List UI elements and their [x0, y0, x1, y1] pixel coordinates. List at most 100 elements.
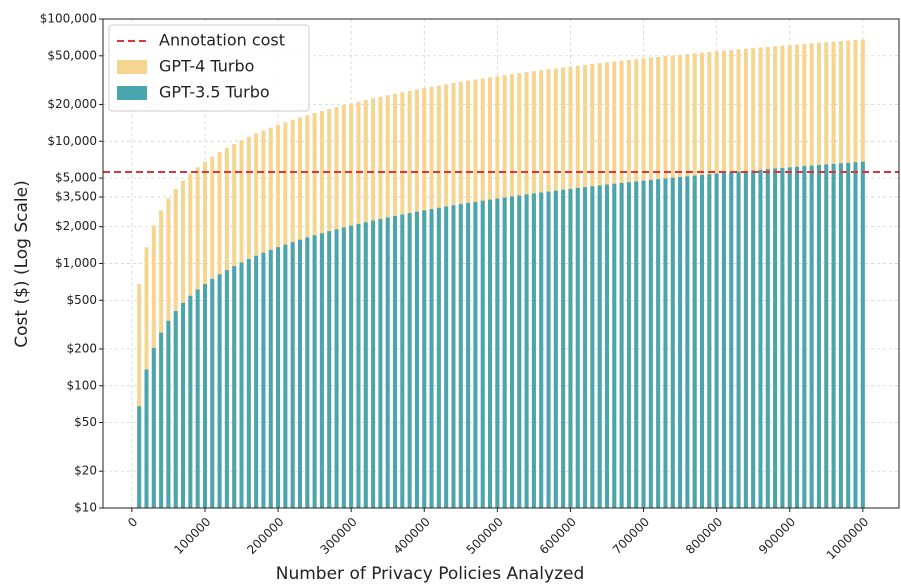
y-tick-label: $50,000	[47, 48, 97, 62]
bar	[853, 162, 858, 508]
bar	[846, 162, 851, 508]
y-tick-label: $10	[74, 501, 97, 515]
x-tick-label: 800000	[683, 515, 725, 557]
bar	[583, 187, 588, 508]
bar	[151, 347, 156, 508]
bar	[729, 172, 734, 509]
y-axis-title: Cost ($) (Log Scale)	[12, 180, 32, 347]
legend-label: GPT-4 Turbo	[159, 57, 254, 76]
x-tick-label: 600000	[537, 515, 579, 557]
bar	[860, 161, 865, 509]
bar	[656, 179, 661, 509]
bar	[436, 207, 441, 508]
bar	[429, 209, 434, 508]
bar	[824, 164, 829, 508]
bar	[414, 211, 419, 508]
bar	[700, 174, 705, 508]
bar	[371, 220, 376, 508]
bar	[363, 222, 368, 509]
x-tick-label: 400000	[391, 515, 433, 557]
legend-box	[108, 24, 310, 112]
bar	[816, 165, 821, 508]
bar	[202, 283, 207, 508]
legend-label: Annotation cost	[159, 31, 285, 50]
x-tick-label: 0	[125, 515, 140, 530]
bar	[604, 184, 609, 509]
bar	[685, 176, 690, 508]
y-tick-label: $20	[74, 464, 97, 478]
bar	[210, 278, 215, 508]
bar	[261, 252, 266, 508]
x-tick-label: 500000	[464, 515, 506, 557]
bar	[553, 190, 558, 508]
x-tick-label: 300000	[317, 515, 359, 557]
y-tick-label: $100,000	[40, 12, 97, 26]
bar	[626, 182, 631, 508]
bar	[795, 166, 800, 508]
bar	[751, 170, 756, 509]
bar	[400, 214, 405, 508]
bar	[678, 176, 683, 508]
bar	[773, 168, 778, 509]
bar	[736, 171, 741, 509]
bar	[181, 302, 186, 508]
bar	[648, 179, 653, 508]
bar	[385, 217, 390, 508]
bar	[224, 270, 229, 508]
bar	[714, 173, 719, 508]
y-tick-label: $2,000	[55, 219, 97, 233]
legend-label: GPT-3.5 Turbo	[159, 83, 270, 102]
y-tick-label: $200	[66, 341, 97, 355]
bar	[327, 231, 332, 508]
bar	[188, 295, 193, 508]
bar	[159, 332, 164, 508]
bar	[612, 183, 617, 508]
y-tick-label: $100	[66, 378, 97, 392]
bar	[517, 195, 522, 509]
bar	[590, 186, 595, 508]
y-tick-label: $3,500	[55, 189, 97, 203]
bar	[254, 255, 259, 508]
x-tick-label: 100000	[171, 515, 213, 557]
legend: Annotation cost GPT-4 Turbo GPT-3.5 Turbo	[108, 24, 310, 112]
bar	[663, 178, 668, 508]
bar	[341, 227, 346, 508]
bar	[297, 239, 302, 508]
bar	[568, 188, 573, 508]
bar	[670, 177, 675, 508]
bar	[422, 210, 427, 508]
x-tick-label: 700000	[610, 515, 652, 557]
bar	[743, 170, 748, 508]
legend-swatch	[117, 86, 147, 100]
bar	[305, 237, 310, 508]
bar	[444, 206, 449, 508]
bar	[809, 165, 814, 509]
bar	[838, 163, 843, 508]
bar	[173, 311, 178, 508]
bar	[246, 259, 251, 508]
bar	[144, 369, 149, 508]
bar	[195, 289, 200, 508]
plot-frame	[102, 18, 900, 509]
bar	[561, 189, 566, 508]
bar	[232, 266, 237, 508]
bar	[707, 174, 712, 508]
bar	[495, 198, 500, 508]
bar	[378, 219, 383, 508]
bar	[451, 205, 456, 508]
y-tick-label: $50	[74, 415, 97, 429]
y-tick-label: $5,000	[55, 171, 97, 185]
bar	[283, 244, 288, 508]
y-tick-label: $1,000	[55, 256, 97, 270]
legend-swatch	[117, 60, 147, 74]
bar	[634, 181, 639, 508]
bar	[466, 202, 471, 508]
y-tick-label: $500	[66, 293, 97, 307]
y-tick-label: $10,000	[47, 134, 97, 148]
bar	[502, 197, 507, 508]
bar	[641, 180, 646, 509]
bar	[509, 196, 514, 508]
bar	[319, 233, 324, 508]
bar	[831, 163, 836, 508]
